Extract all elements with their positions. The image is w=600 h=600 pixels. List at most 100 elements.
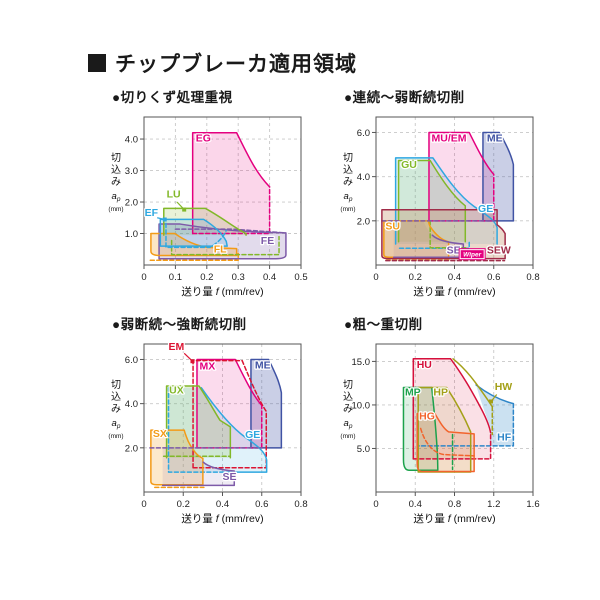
region-outline-UX: [165, 385, 232, 459]
region-outline-HG: [416, 412, 475, 473]
y-axis-label-char: 込: [343, 164, 353, 176]
region-outline-MP: [402, 386, 439, 471]
subplot-light-heavy-interrupted: ●弱断続〜強断続切削 0 0.2 0.4 0.6 0.8 2.0 4.0 6.0 送り量 f (…: [94, 313, 316, 534]
y-axis-label-char: 込: [111, 391, 121, 403]
region-outline-EM: [192, 359, 268, 469]
region-outline-SE: [161, 461, 236, 487]
x-axis-label: 送り量 f (mm/rev): [413, 285, 495, 298]
x-tick-label: 0.4: [216, 499, 229, 510]
region-outline-HP: [417, 386, 472, 473]
y-axis-label-char: み: [343, 177, 353, 188]
subplot-continuous-light-interrupted: ●連続〜弱断続切削 0 0.2 0.4 0.6 0.8 2.0 4.0 6.0 送り量 f (m…: [326, 86, 548, 307]
x-tick-label: 0.2: [177, 499, 190, 510]
region-outline-GE: [167, 386, 232, 473]
region-label-HG: HG: [419, 411, 435, 423]
chart-canvas-rough-heavy: 0 0.4 0.8 1.2 1.6 5.0 10.0 15.0 送り量 f (mm/rev) 切込…: [340, 343, 540, 525]
y-axis-label-char: 込: [111, 164, 121, 176]
leader-dot-LU: [182, 207, 187, 212]
region-outline-HG: [419, 427, 475, 457]
region-outline-EG: [191, 131, 271, 235]
y-tick-label: 4.0: [125, 135, 138, 146]
y-axis-label-symbol: ap: [344, 418, 353, 430]
region-label-FE: FE: [261, 235, 274, 247]
x-tick-label: 0: [373, 499, 378, 510]
x-tick-label: 0.2: [200, 272, 213, 283]
region-fill-UX: [166, 385, 231, 458]
y-axis-label-symbol: ap: [344, 191, 353, 203]
x-tick-label: 1.2: [487, 499, 500, 510]
region-outline-FE: [158, 223, 287, 260]
region-outline-HF: [417, 402, 515, 447]
y-tick-label: 10.0: [352, 400, 371, 411]
x-tick-label: 0.8: [448, 499, 461, 510]
region-label-GE: GE: [478, 203, 493, 215]
region-outline-MX: [196, 358, 263, 449]
wiper-badge: [460, 250, 484, 259]
y-axis-label-char: 込: [343, 391, 353, 403]
page-title-text: チップブレーカ適用領域: [115, 53, 357, 76]
y-axis-label-char: み: [343, 404, 353, 415]
region-outline-FE: [174, 228, 286, 234]
region-outline-SE: [392, 234, 465, 259]
y-tick-label: 2.0: [357, 216, 370, 227]
region-fill-HF: [476, 384, 514, 446]
region-fill-HG: [417, 413, 475, 472]
y-tick-label: 4.0: [125, 399, 138, 410]
y-tick-label: 2.0: [125, 198, 138, 209]
y-axis-label-unit: (mm): [108, 206, 123, 213]
x-axis-label: 送り量 f (mm/rev): [413, 512, 495, 525]
region-outline-EF: [165, 222, 228, 249]
region-outline-MU/EM: [428, 131, 495, 222]
chart-canvas-interrupted: 0 0.2 0.4 0.6 0.8 2.0 4.0 6.0 送り量 f (mm/rev) 切込みa…: [108, 340, 307, 525]
region-label-HF: HF: [497, 432, 512, 444]
y-axis-label-unit: (mm): [340, 433, 355, 440]
region-label-GE: GE: [245, 429, 260, 441]
region-label-LU: LU: [167, 189, 181, 201]
chart-canvas-continuous: 0 0.2 0.4 0.6 0.8 2.0 4.0 6.0 送り量 f (mm/rev) 切込みa…: [340, 116, 540, 298]
x-tick-label: 0: [373, 272, 378, 283]
subplot-rough-heavy: ●粗〜重切削 0 0.4 0.8 1.2 1.6 5.0 10.0 15.0 送り量 f (mm…: [326, 313, 548, 534]
y-axis-label-char: 切: [343, 379, 353, 391]
region-label-MU/EM: MU/EM: [432, 132, 467, 144]
subplot-chip-control: ●切りくず処理重視 0 0.1 0.2 0.3 0.4 0.5 1.0 2.0 3.0 4.0 送り…: [94, 86, 316, 307]
y-axis-label-unit: (mm): [108, 433, 123, 440]
region-outline-GU: [397, 159, 467, 243]
region-label-ME: ME: [255, 360, 271, 372]
region-label-HW: HW: [495, 381, 513, 393]
region-outline-SEW: [381, 209, 506, 260]
page-title: チップブレーカ適用領域: [88, 48, 357, 78]
title-square-icon: [88, 54, 106, 72]
region-fill-GE: [395, 157, 498, 245]
region-fill-ME: [250, 359, 282, 448]
region-outline-EF: [159, 218, 228, 247]
region-label-HU: HU: [417, 359, 432, 371]
region-fill-EG: [192, 132, 270, 234]
subplot-title: ●弱断続〜強断続切削: [112, 317, 247, 332]
region-label-GU: GU: [401, 159, 417, 171]
region-label-MP: MP: [405, 386, 421, 398]
region-fill-MX: [196, 359, 262, 448]
region-label-SEW: SEW: [487, 245, 511, 257]
x-tick-label: 0.5: [294, 272, 307, 283]
x-tick-label: 0.4: [448, 272, 461, 283]
y-axis-label-unit: (mm): [340, 206, 355, 213]
region-fill-HP: [418, 387, 471, 472]
wiper-badge-text: Wiper: [463, 252, 481, 259]
region-label-FL: FL: [214, 243, 227, 255]
y-tick-label: 15.0: [352, 357, 371, 368]
region-outline-GE: [200, 386, 268, 473]
y-axis-label-symbol: ap: [112, 418, 121, 430]
x-tick-label: 0.6: [487, 272, 500, 283]
x-tick-label: 0: [141, 272, 146, 283]
region-outline-HU: [412, 358, 492, 460]
region-label-HP: HP: [433, 386, 448, 398]
region-fill-MU/EM: [428, 132, 494, 221]
region-outline-ME: [250, 358, 283, 449]
region-label-MX: MX: [200, 360, 216, 372]
plot-border: [143, 116, 302, 266]
region-fill-FE: [159, 224, 286, 259]
region-outline-GU: [429, 220, 468, 249]
y-axis-label-symbol: ap: [112, 191, 121, 203]
y-tick-label: 6.0: [125, 355, 138, 366]
region-label-EF: EF: [145, 207, 159, 219]
